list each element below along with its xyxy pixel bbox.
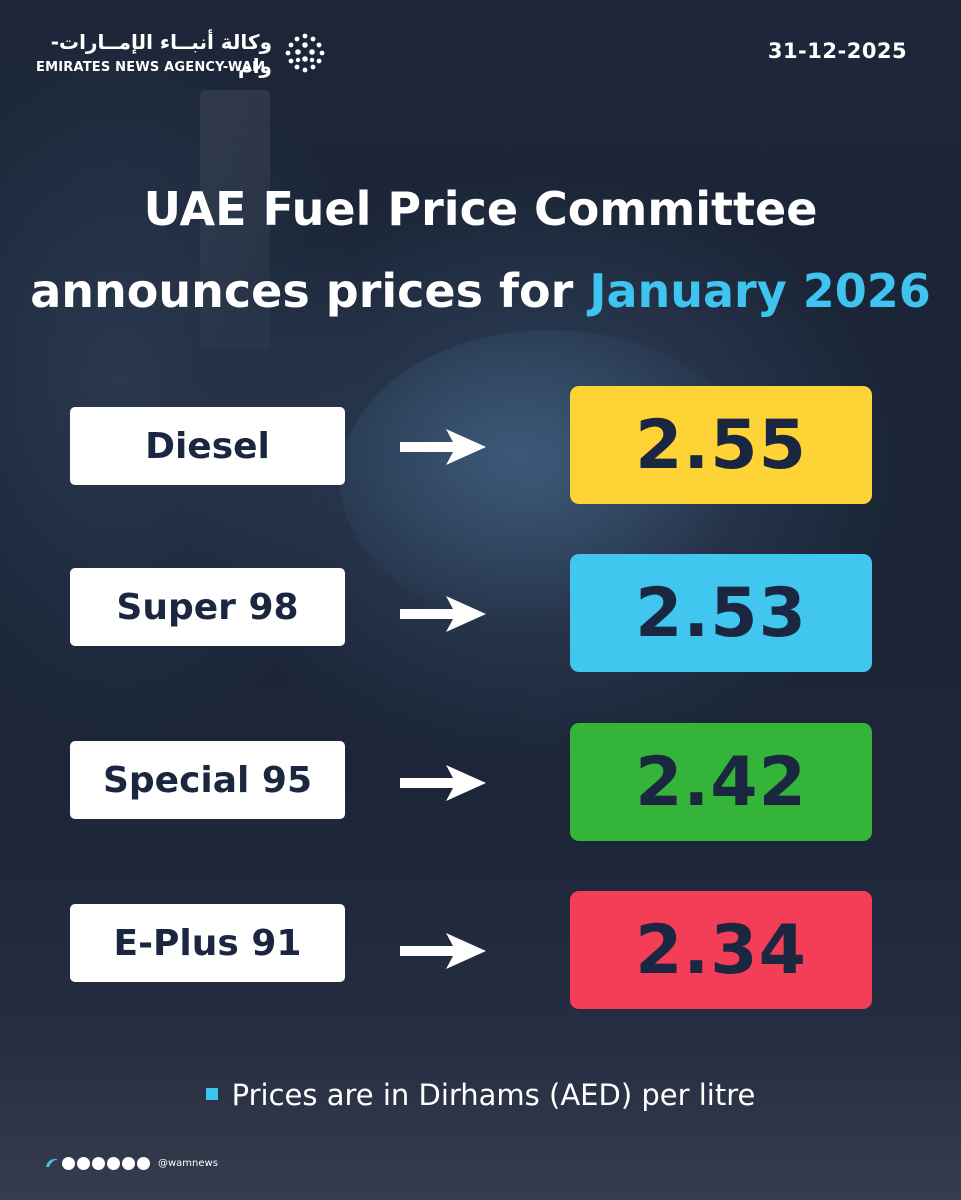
threads-icon[interactable] <box>137 1156 150 1170</box>
fuel-row-super-98: Super 98 2.53 <box>0 554 961 674</box>
tiktok-icon[interactable] <box>122 1156 135 1170</box>
headline-month: January 2026 <box>589 264 931 318</box>
fuel-price: 2.34 <box>570 891 872 1009</box>
arrow-right-icon <box>400 933 486 969</box>
fuel-row-e-plus-91: E-Plus 91 2.34 <box>0 891 961 1011</box>
x-icon[interactable] <box>62 1156 75 1170</box>
fuel-label: E-Plus 91 <box>70 904 345 982</box>
fuel-price: 2.53 <box>570 554 872 672</box>
arrow-right-icon <box>400 596 486 632</box>
note-bullet-icon <box>205 1088 218 1100</box>
headline-line1: UAE Fuel Price Committee <box>143 182 818 236</box>
fuel-label: Super 98 <box>70 568 345 646</box>
instagram-icon[interactable] <box>92 1156 105 1170</box>
arrow-right-icon <box>400 429 486 465</box>
agency-name-arabic: وكالة أنبــاء الإمــارات-وام <box>50 30 272 78</box>
fuel-label: Diesel <box>70 407 345 485</box>
headline: UAE Fuel Price Committee announces price… <box>0 168 961 332</box>
agency-logo: وكالة أنبــاء الإمــارات-وام EMIRATES NE… <box>36 30 336 80</box>
background-bottom-fade <box>0 1040 961 1200</box>
fuel-row-diesel: Diesel 2.55 <box>0 386 961 506</box>
headline-line2-prefix: announces prices for <box>30 264 590 318</box>
fuel-row-special-95: Special 95 2.42 <box>0 723 961 843</box>
fuel-price: 2.55 <box>570 386 872 504</box>
fuel-label: Special 95 <box>70 741 345 819</box>
fuel-price: 2.42 <box>570 723 872 841</box>
agency-name-english: EMIRATES NEWS AGENCY-WAM <box>36 60 266 75</box>
social-bar: @wamnews <box>44 1150 218 1176</box>
wam-logo-icon <box>285 33 325 73</box>
social-handle[interactable]: @wamnews <box>158 1157 218 1169</box>
headline-line2: announces prices for January 2026 <box>0 250 961 332</box>
units-note-text: Prices are in Dirhams (AED) per litre <box>231 1078 756 1112</box>
youtube-icon[interactable] <box>77 1156 90 1170</box>
arrow-right-icon <box>400 765 486 801</box>
facebook-icon[interactable] <box>107 1156 120 1170</box>
date-badge: 31-12-2025 <box>755 30 920 72</box>
units-note: Prices are in Dirhams (AED) per litre <box>0 1078 961 1112</box>
wam-swoosh-icon <box>46 1158 58 1167</box>
